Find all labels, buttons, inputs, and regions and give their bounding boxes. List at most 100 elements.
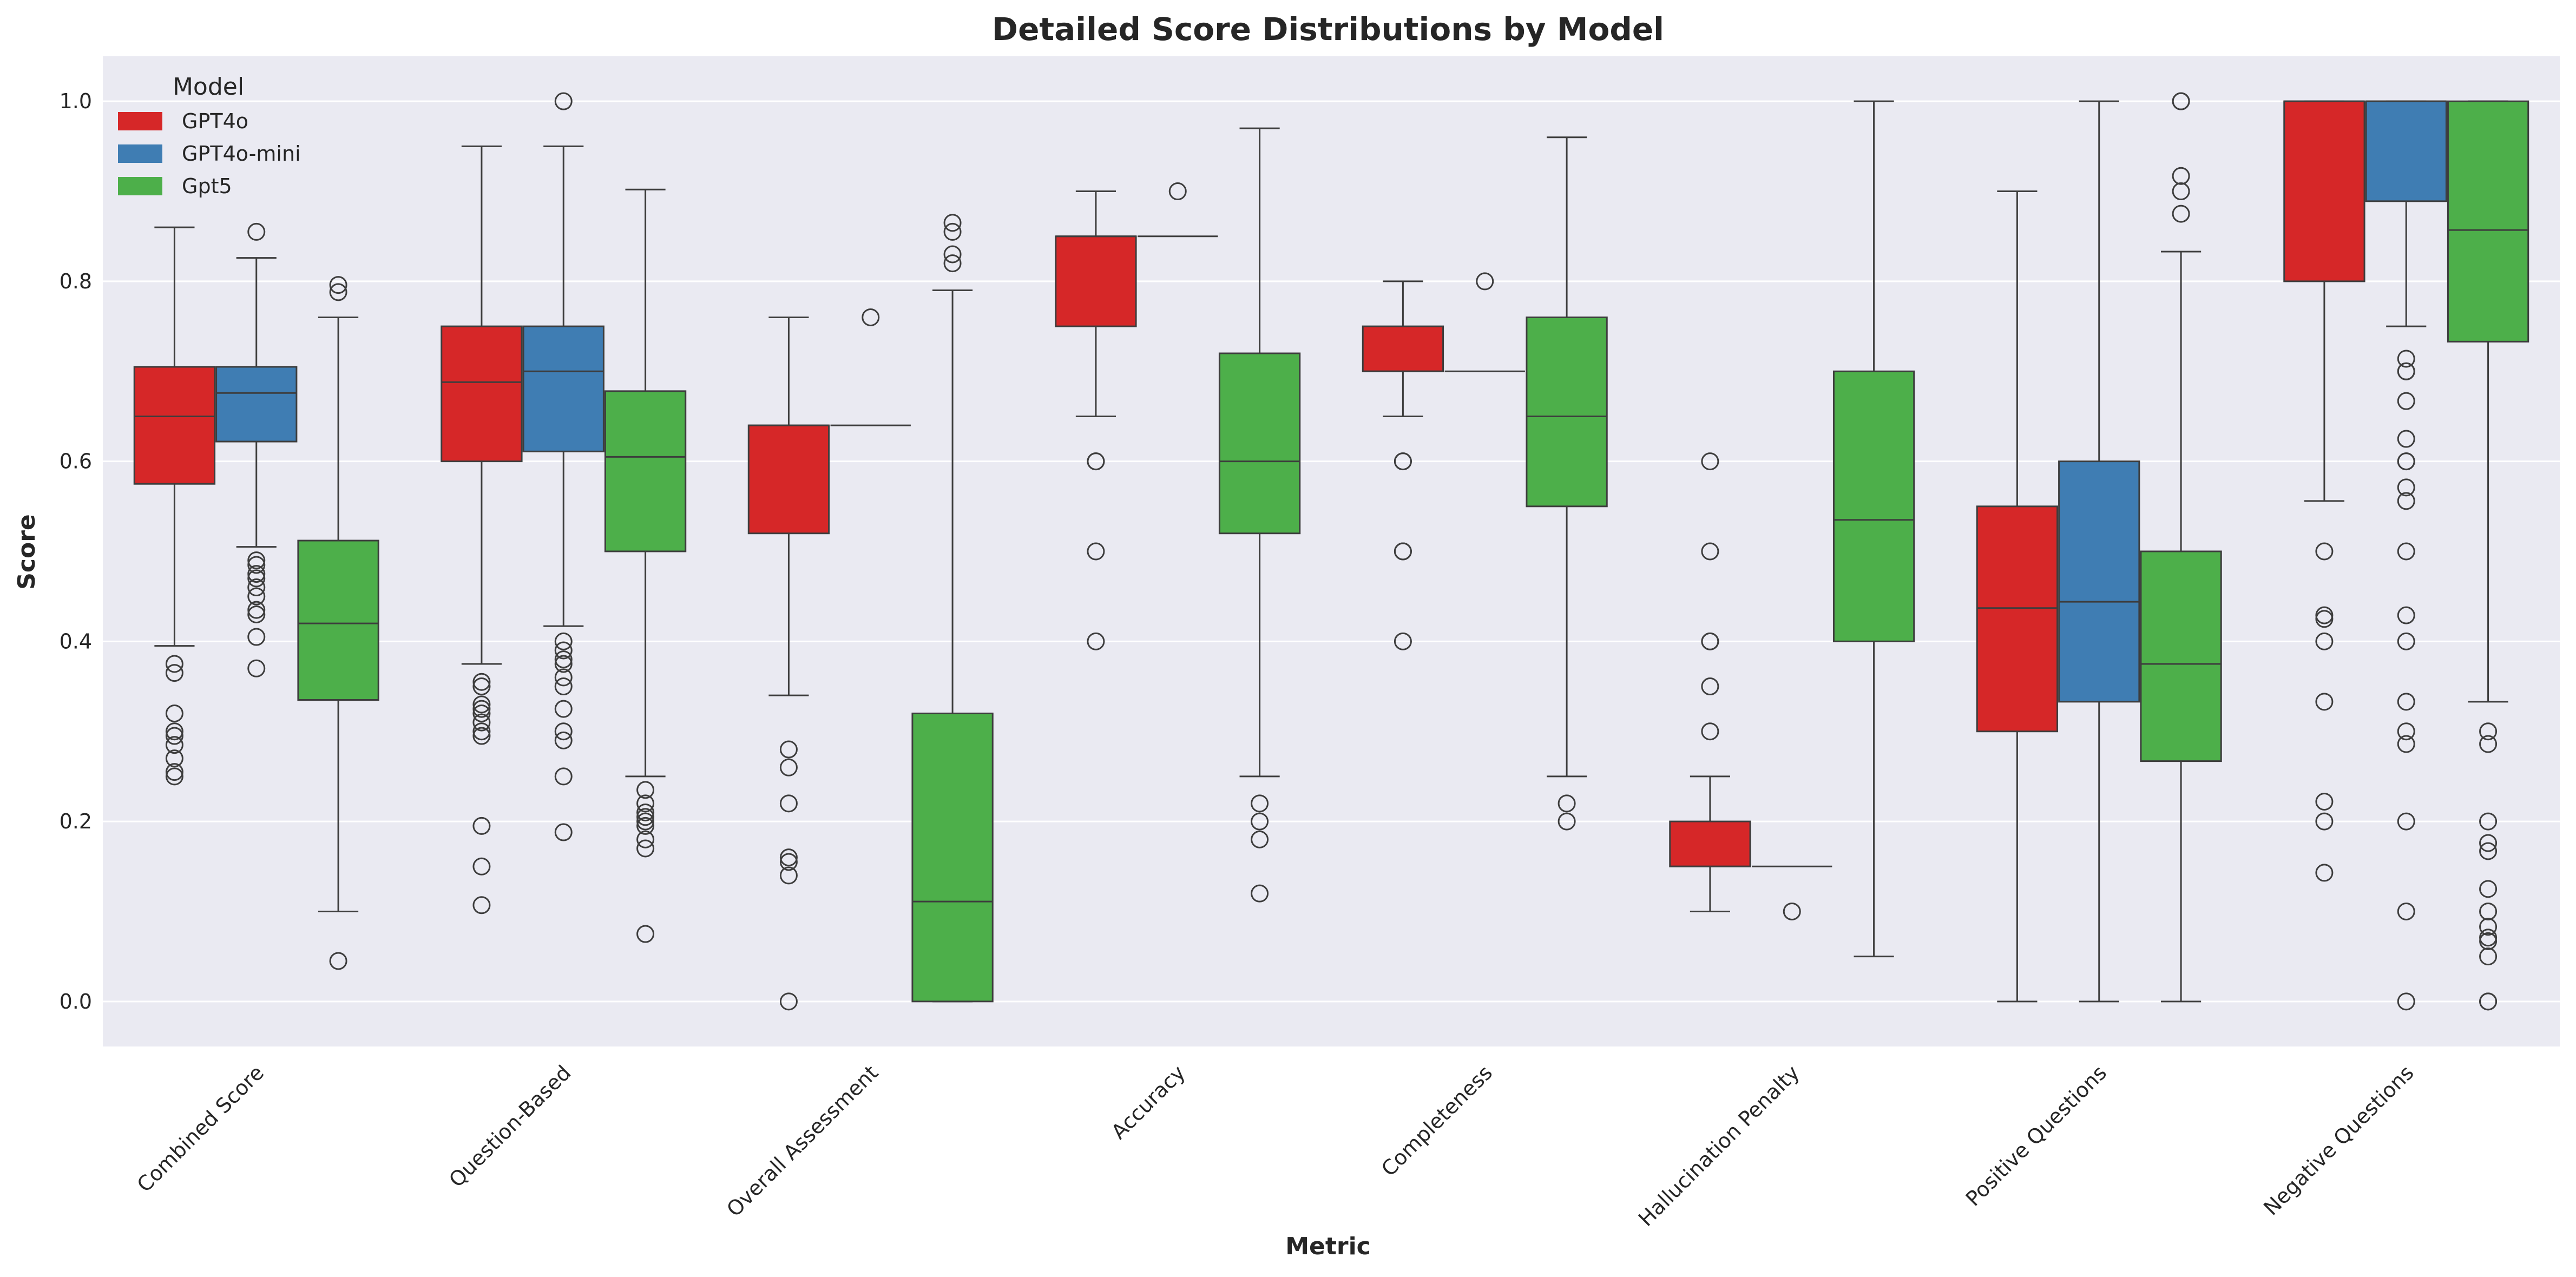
box-gpt4o-mini [2365, 100, 2447, 1011]
box-gpt4o-mini [2058, 100, 2140, 1003]
box-iqr [1218, 352, 1301, 535]
outlier-point [554, 92, 573, 110]
outlier-point [636, 830, 655, 848]
y-tick-label: 0.2 [60, 809, 92, 833]
outlier-point [472, 896, 491, 914]
outlier-point [247, 659, 266, 677]
outlier-point [472, 704, 491, 722]
outlier-point [247, 551, 266, 570]
outlier-point [247, 556, 266, 574]
outlier-point [1251, 812, 1269, 831]
outlier-point [472, 673, 491, 691]
box-iqr [297, 539, 379, 701]
outlier-point [165, 749, 183, 768]
box-gpt4o [1362, 280, 1444, 650]
outlier-point [2479, 812, 2498, 831]
outlier-point [1251, 794, 1269, 813]
outlier-point [472, 700, 491, 718]
outlier-point [2315, 542, 2334, 561]
outlier-point [2315, 864, 2334, 882]
box-series [133, 92, 2529, 1011]
box-gpt5 [2447, 100, 2529, 1011]
legend-label: GPT4o-mini [182, 142, 301, 166]
outlier-point [247, 578, 266, 597]
box-gpt4o-mini [215, 222, 298, 677]
box-gpt4o-mini [1138, 182, 1218, 238]
outlier-point [2172, 92, 2190, 110]
outlier-point [1476, 272, 1494, 291]
outlier-point [2397, 452, 2415, 471]
outlier-point [329, 276, 347, 294]
outlier-point [554, 722, 573, 741]
outlier-point [2397, 492, 2415, 510]
outlier-point [779, 866, 798, 885]
outlier-point [636, 803, 655, 821]
outlier-point [1251, 830, 1269, 848]
y-tick-label: 0.6 [60, 450, 92, 473]
outlier-point [1087, 452, 1105, 471]
outlier-point [1701, 542, 1719, 561]
legend-label: Gpt5 [182, 174, 232, 198]
box-iqr [1362, 325, 1444, 372]
box-iqr [215, 366, 298, 443]
box-gpt5 [2140, 92, 2222, 1003]
box-gpt5 [604, 188, 687, 943]
legend: Model GPT4o GPT4o-mini Gpt5 [118, 73, 301, 198]
outlier-point [2479, 932, 2498, 950]
box-iqr [2447, 100, 2529, 343]
box-gpt4o [1976, 190, 2059, 1003]
outlier-point [2479, 992, 2498, 1011]
box-gpt4o [441, 145, 523, 914]
outlier-point [472, 677, 491, 696]
box-gpt5 [1218, 127, 1301, 903]
outlier-point [2397, 350, 2415, 368]
outlier-point [2479, 918, 2498, 936]
outlier-point [554, 823, 573, 841]
outlier-point [247, 587, 266, 605]
box-iqr [1055, 235, 1137, 327]
outlier-point [2479, 880, 2498, 898]
outlier-point [165, 664, 183, 682]
outlier-point [2397, 722, 2415, 741]
outlier-point [2397, 430, 2415, 448]
outlier-point [2397, 992, 2415, 1011]
box-gpt4o [747, 316, 830, 1011]
box-iqr [604, 390, 687, 552]
box-iqr [1526, 316, 1608, 508]
outlier-point [2315, 610, 2334, 628]
outlier-point [943, 214, 962, 232]
outlier-point [1701, 632, 1719, 650]
box-iqr [2140, 550, 2222, 762]
outlier-point [1558, 812, 1576, 831]
outlier-point [247, 628, 266, 646]
box-gpt4o [1055, 190, 1137, 650]
outlier-point [636, 839, 655, 858]
outlier-point [554, 767, 573, 786]
outlier-point [2397, 392, 2415, 410]
outlier-point [472, 727, 491, 745]
outlier-point [1701, 452, 1719, 471]
outlier-point [2172, 167, 2190, 185]
outlier-point [2315, 792, 2334, 811]
box-gpt4o-mini [1444, 272, 1525, 372]
outlier-point [2397, 902, 2415, 920]
y-tick-label: 0.0 [60, 990, 92, 1013]
outlier-point [636, 925, 655, 943]
legend-swatch [118, 112, 162, 130]
outlier-point [2315, 693, 2334, 711]
outlier-point [2315, 812, 2334, 831]
x-axis-label: Metric [1285, 1233, 1371, 1260]
outlier-point [554, 650, 573, 669]
outlier-point [2479, 842, 2498, 860]
outlier-point [636, 817, 655, 835]
outlier-point [329, 283, 347, 301]
box-gpt4o-mini [830, 308, 911, 426]
outlier-point [472, 695, 491, 714]
outlier-point [165, 704, 183, 722]
outlier-point [1558, 794, 1576, 813]
y-tick-label: 0.8 [60, 269, 92, 293]
outlier-point [636, 794, 655, 813]
outlier-point [2479, 947, 2498, 966]
outlier-point [636, 781, 655, 799]
